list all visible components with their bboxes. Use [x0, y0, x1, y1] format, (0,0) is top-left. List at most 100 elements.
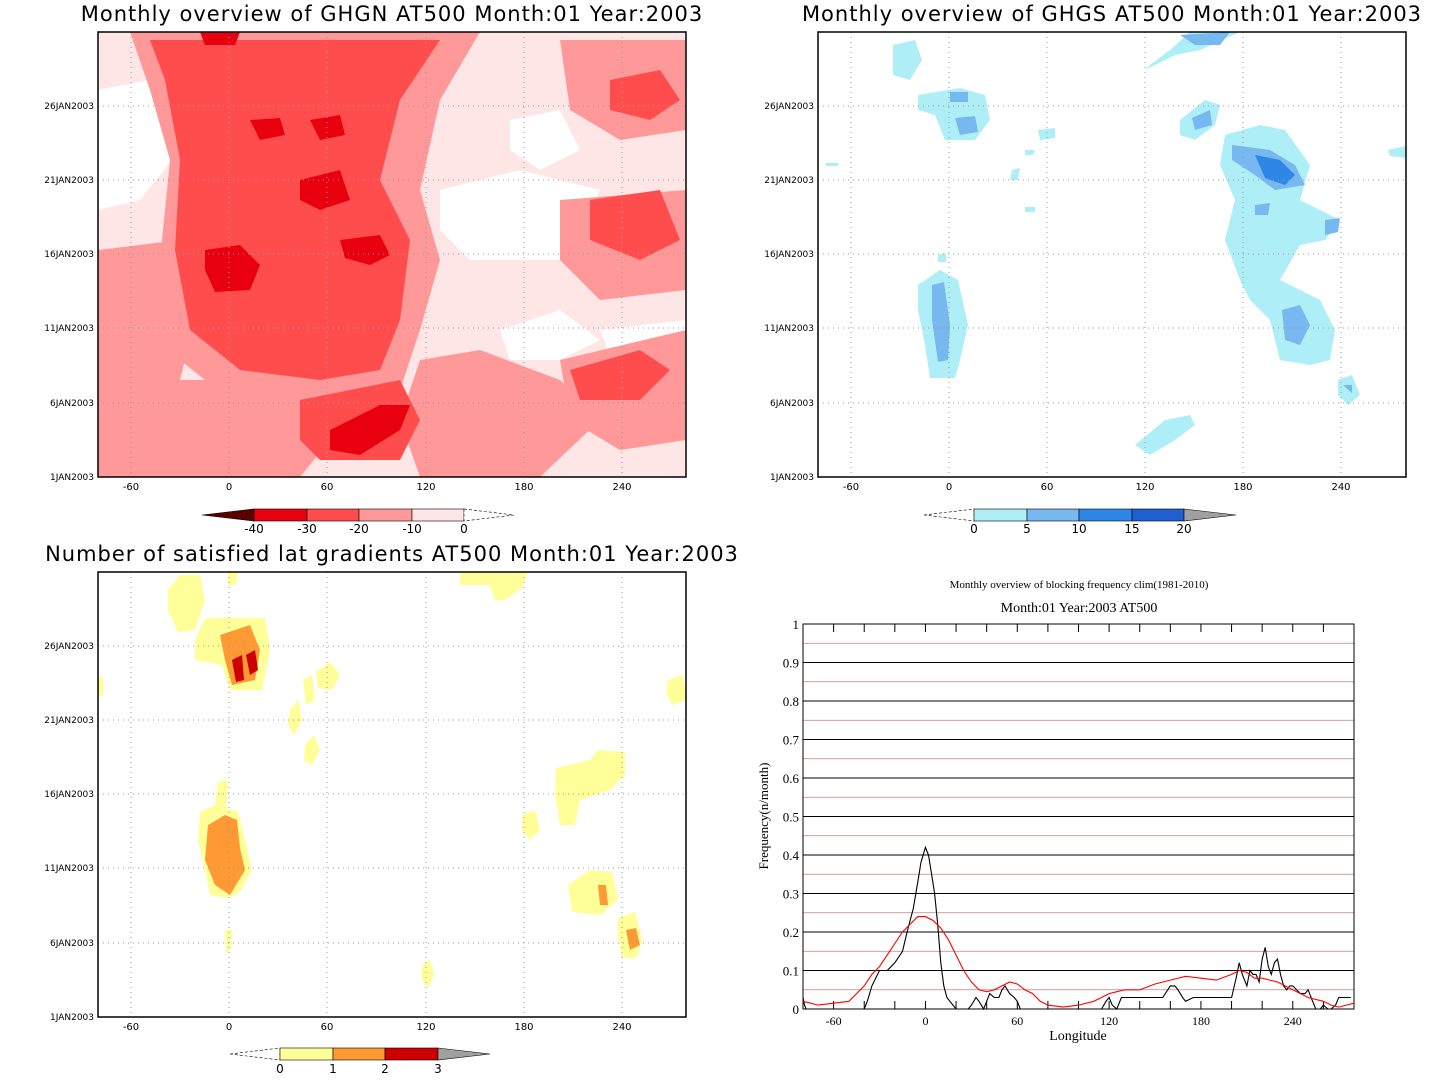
- x-tick-label: 60: [1041, 482, 1054, 493]
- x-tick-label: -60: [843, 482, 859, 493]
- colorbar-label: 0: [460, 522, 468, 536]
- colorbar-label: -30: [297, 522, 317, 536]
- y-tick-label: 0.5: [783, 810, 799, 825]
- y-tick-label: 21JAN2003: [764, 176, 814, 186]
- chart-title: Monthly overview of blocking frequency c…: [950, 579, 1209, 591]
- y-tick-label: 21JAN2003: [44, 716, 94, 726]
- ghgs-contour-field: [818, 32, 1406, 477]
- colorbar-label: 0: [276, 1062, 284, 1076]
- y-tick-label: 11JAN2003: [44, 324, 94, 334]
- x-tick-label: 180: [1192, 1014, 1210, 1028]
- colorbar-label: 5: [1023, 522, 1031, 536]
- y-tick-label: 16JAN2003: [44, 790, 94, 800]
- x-tick-label: 240: [612, 482, 631, 493]
- ghgn-colorbar: -40 -30 -20 -10 0: [201, 508, 515, 536]
- colorbar-label: -10: [402, 522, 422, 536]
- x-tick-label: 120: [1100, 1014, 1118, 1028]
- lat-grid: [98, 572, 686, 1017]
- x-tick-label: -60: [123, 1022, 139, 1033]
- y-tick-label: 0.1: [783, 964, 799, 979]
- y-tick-label: 6JAN2003: [50, 399, 94, 409]
- y-tick-label: 0.3: [783, 887, 799, 902]
- x-tick-label: 60: [321, 1022, 334, 1033]
- x-tick-label: 60: [1011, 1014, 1023, 1028]
- chart-y-ticks: 0 0.1 0.2 0.3 0.4 0.5 0.6 0.7 0.8 0.9 1: [783, 617, 809, 1017]
- x-tick-label: -60: [123, 482, 139, 493]
- ghgn-y-ticks: 1JAN2003 6JAN2003 11JAN2003 16JAN2003 21…: [44, 102, 94, 483]
- series-line-black: [802, 845, 1351, 1011]
- y-tick-label: 11JAN2003: [44, 864, 94, 874]
- x-tick-label: 180: [514, 482, 533, 493]
- y-tick-label: 1JAN2003: [770, 473, 814, 483]
- ghgs-y-ticks: 1JAN2003 6JAN2003 11JAN2003 16JAN2003 21…: [764, 102, 814, 483]
- lat-title: Number of satisfied lat gradients AT500 …: [45, 542, 739, 566]
- x-tick-label: -60: [826, 1014, 842, 1028]
- x-tick-label: 180: [514, 1022, 533, 1033]
- x-tick-label: 120: [416, 482, 435, 493]
- chart-series: [802, 845, 1355, 1011]
- lat-panel: Number of satisfied lat gradients AT500 …: [44, 542, 739, 1076]
- ghgn-grid: [98, 32, 686, 477]
- colorbar-label: 3: [434, 1062, 442, 1076]
- y-tick-label: 0: [793, 1002, 800, 1017]
- colorbar-label: -20: [349, 522, 369, 536]
- y-tick-label: 26JAN2003: [764, 102, 814, 112]
- colorbar-label: 15: [1124, 522, 1139, 536]
- y-tick-label: 6JAN2003: [50, 939, 94, 949]
- y-tick-label: 1JAN2003: [50, 1013, 94, 1023]
- y-tick-label: 1: [793, 617, 800, 632]
- ghgn-frame: [97, 31, 687, 478]
- ghgn-title: Monthly overview of GHGN AT500 Month:01 …: [81, 2, 703, 26]
- ghgn-x-ticks: -60 0 60 120 180 240: [123, 482, 632, 493]
- x-tick-label: 0: [226, 1022, 232, 1033]
- lat-frame: [97, 571, 687, 1018]
- x-tick-label: 60: [321, 482, 334, 493]
- colorbar-label: 20: [1176, 522, 1191, 536]
- x-tick-label: 240: [1331, 482, 1350, 493]
- y-tick-label: 1JAN2003: [50, 473, 94, 483]
- ghgs-colorbar: 0 5 10 15 20: [923, 508, 1237, 536]
- colorbar-label: -40: [244, 522, 264, 536]
- y-tick-label: 0.8: [783, 694, 799, 709]
- colorbar-label: 2: [381, 1062, 389, 1076]
- chart-x-ticks: -60 0 60 120 180 240: [826, 624, 1324, 1028]
- colorbar-label: 1: [329, 1062, 337, 1076]
- y-tick-label: 0.6: [783, 771, 800, 786]
- ghgn-contour-field: [98, 32, 686, 477]
- y-tick-label: 0.9: [783, 656, 799, 671]
- y-tick-label: 26JAN2003: [44, 102, 94, 112]
- y-tick-label: 16JAN2003: [764, 250, 814, 260]
- x-tick-label: 120: [416, 1022, 435, 1033]
- chart-gridlines: [803, 642, 1354, 991]
- y-tick-label: 0.7: [783, 733, 800, 748]
- x-tick-label: 180: [1233, 482, 1252, 493]
- lat-x-ticks: -60 0 60 120 180 240: [123, 1022, 632, 1033]
- ghgs-title: Monthly overview of GHGS AT500 Month:01 …: [802, 2, 1422, 26]
- series-line-red: [802, 916, 1355, 1008]
- chart-subtitle: Month:01 Year:2003 AT500: [1001, 601, 1158, 616]
- y-axis-label: Frequency(n/month): [756, 763, 771, 870]
- x-tick-label: 0: [226, 482, 232, 493]
- y-tick-label: 21JAN2003: [44, 176, 94, 186]
- blocking-frequency-chart: Monthly overview of blocking frequency c…: [756, 579, 1355, 1044]
- colorbar-label: 0: [970, 522, 978, 536]
- ghgn-panel: Monthly overview of GHGN AT500 Month:01 …: [44, 2, 703, 536]
- lat-colorbar: 0 1 2 3: [229, 1047, 491, 1076]
- ghgs-panel: Monthly overview of GHGS AT500 Month:01 …: [764, 2, 1422, 536]
- y-tick-label: 11JAN2003: [764, 324, 814, 334]
- x-tick-label: 240: [1284, 1014, 1302, 1028]
- y-tick-label: 26JAN2003: [44, 642, 94, 652]
- colorbar-label: 10: [1071, 522, 1086, 536]
- y-tick-label: 16JAN2003: [44, 250, 94, 260]
- x-tick-label: 0: [922, 1014, 928, 1028]
- ghgs-frame: [817, 31, 1407, 478]
- lat-contour-field: [98, 572, 686, 1017]
- y-tick-label: 0.4: [783, 848, 800, 863]
- x-tick-label: 240: [612, 1022, 631, 1033]
- lat-y-ticks: 1JAN2003 6JAN2003 11JAN2003 16JAN2003 21…: [44, 642, 94, 1023]
- ghgs-grid: [818, 32, 1406, 477]
- x-tick-label: 0: [946, 482, 952, 493]
- y-tick-label: 0.2: [783, 925, 799, 940]
- y-tick-label: 6JAN2003: [770, 399, 814, 409]
